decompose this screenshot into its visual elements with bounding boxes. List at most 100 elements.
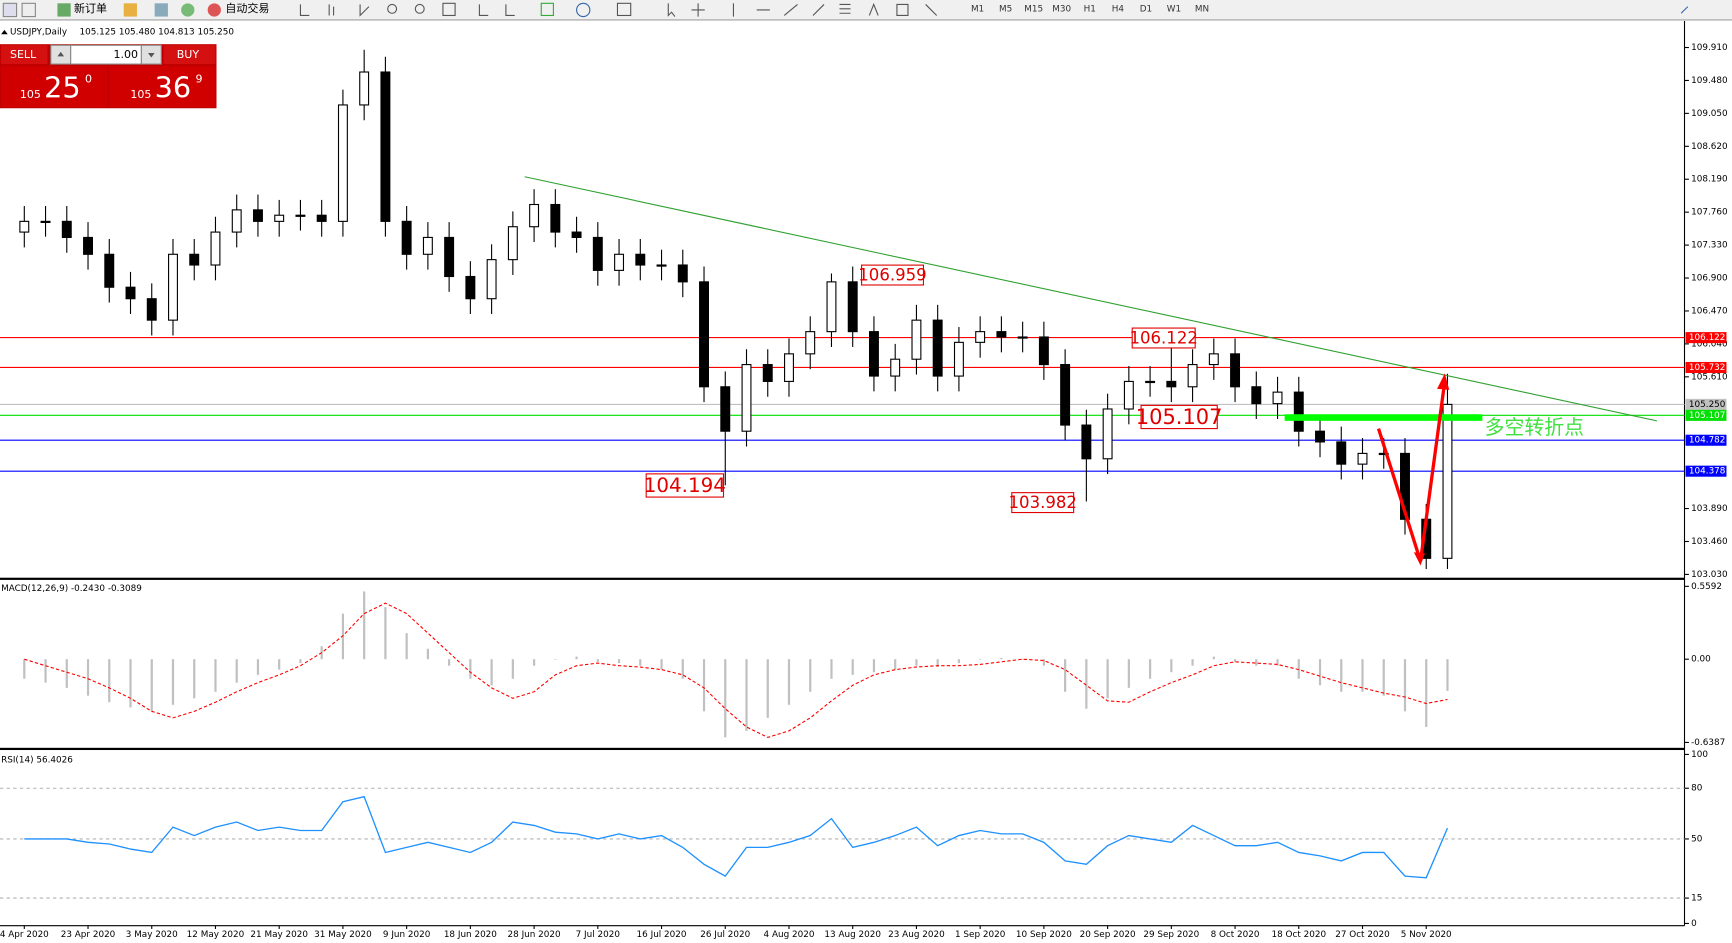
toolbar-icon[interactable] [123, 3, 137, 17]
new-order-icon[interactable] [57, 3, 71, 17]
indicators-icon[interactable] [540, 2, 554, 17]
toolbar-icon[interactable] [21, 2, 36, 18]
chart-type-icons[interactable] [299, 4, 370, 17]
candle-body [784, 353, 794, 382]
sell-button[interactable] [1, 45, 48, 65]
candle-body [975, 331, 986, 343]
ohlc-header: 105.125 105.480 104.813 105.250 [80, 28, 235, 38]
bid-mid: 25 [44, 70, 81, 104]
auto-trading-icon[interactable] [207, 3, 221, 17]
chart-background [0, 20, 1732, 943]
x-tick-label: 5 Nov 2020 [1401, 930, 1452, 940]
candle-body [826, 281, 837, 333]
timeframe-button[interactable]: MN [1195, 4, 1209, 14]
x-tick-label: 23 Aug 2020 [888, 930, 945, 940]
x-tick-label: 3 May 2020 [126, 930, 178, 940]
tile-icon[interactable] [442, 2, 456, 17]
y-tick-label: 80 [1691, 784, 1703, 794]
timeframe-button[interactable]: H4 [1112, 4, 1125, 14]
buy-label[interactable]: BUY [177, 48, 200, 61]
macd-bar [1212, 656, 1215, 660]
timeframe-button[interactable]: W1 [1167, 4, 1181, 14]
timeframe-button[interactable]: D1 [1140, 4, 1152, 14]
timeframe-button[interactable]: H1 [1084, 4, 1096, 14]
candle-body [507, 226, 518, 261]
periods-icon[interactable] [576, 2, 591, 18]
candle-body [83, 236, 93, 255]
level-price-box [1685, 361, 1727, 374]
candle-body [274, 214, 285, 222]
search-icon[interactable] [1680, 6, 1689, 14]
x-tick-label: 4 Apr 2020 [0, 930, 49, 940]
macd-bar [957, 659, 961, 664]
timeframe-bar: M1 M5 M15 M30 H1 H4 D1 W1 MN [971, 4, 1209, 14]
rsi-title: RSI(14) 56.4026 [1, 755, 73, 765]
new-order[interactable]: 新订单 [74, 1, 107, 15]
x-tick-label: 10 Sep 2020 [1016, 930, 1072, 940]
candle-body [252, 209, 263, 222]
scroll-icons[interactable] [478, 4, 515, 17]
macd-bar [23, 659, 26, 679]
timeframe-button[interactable]: M5 [999, 4, 1012, 14]
collapse-icon[interactable] [1, 29, 8, 35]
toolbar-icon[interactable] [154, 3, 168, 17]
bid-pip: 0 [85, 73, 92, 86]
drawing-tools[interactable] [667, 2, 938, 17]
level-price-box [1685, 465, 1727, 477]
buy-button[interactable] [163, 45, 216, 65]
x-tick-label: 12 May 2020 [187, 930, 245, 940]
macd-bar [448, 659, 451, 666]
y-tick-label: 109.480 [1691, 76, 1728, 86]
toolbar-icon[interactable] [181, 3, 195, 17]
candle-body [1357, 452, 1368, 465]
timeframe-button[interactable]: M1 [971, 4, 984, 14]
macd-bar [1042, 659, 1045, 666]
level-price-label: 104.378 [1689, 467, 1726, 477]
zoom-in[interactable] [387, 3, 398, 14]
candle-body [231, 209, 242, 233]
ask-box[interactable] [109, 66, 216, 108]
y-tick-label: 107.760 [1691, 208, 1728, 218]
macd-bar [384, 607, 387, 660]
sell-label[interactable]: SELL [10, 48, 37, 61]
toolbar-icon[interactable] [2, 2, 18, 18]
bid-box[interactable] [1, 66, 108, 108]
macd-bar [1148, 659, 1152, 679]
y-tick-label: 103.890 [1691, 504, 1728, 514]
x-tick-label: 21 May 2020 [250, 930, 308, 940]
candle-body [40, 220, 51, 224]
turning-point-label: 多空转折点 [1485, 416, 1584, 439]
level-price-box [1685, 332, 1727, 344]
arrow-head [1413, 552, 1425, 566]
candle-body [592, 236, 603, 271]
price-note-box [861, 264, 924, 286]
price-note-box [1140, 404, 1218, 430]
templates-icon[interactable] [616, 2, 632, 17]
y-tick-label: 106.040 [1691, 339, 1728, 349]
auto-trading[interactable]: 自动交易 [225, 1, 269, 15]
x-tick-label: 18 Jun 2020 [444, 930, 497, 940]
macd-bar [108, 659, 111, 703]
timeframe-button[interactable]: M30 [1052, 4, 1071, 14]
macd-bar [1318, 659, 1322, 686]
x-tick-label: 29 Sep 2020 [1143, 930, 1199, 940]
candle-body [614, 253, 625, 271]
candle-body [401, 220, 412, 255]
zoom-out[interactable] [414, 3, 425, 14]
y-tick-label: 109.050 [1691, 109, 1728, 119]
macd-bar [1085, 659, 1088, 709]
candle-body [168, 253, 178, 321]
y-tick-label: 50 [1691, 834, 1703, 844]
timeframe-button[interactable]: M15 [1024, 4, 1043, 14]
candle-body [720, 386, 731, 432]
macd-bar [1340, 659, 1343, 692]
panel-separator [0, 577, 1685, 580]
lot-value[interactable]: 1.00 [114, 48, 139, 61]
macd-bar [1403, 659, 1407, 712]
y-tick-label: 108.190 [1691, 175, 1728, 185]
macd-bar [766, 659, 769, 718]
candle-body [550, 203, 561, 233]
x-tick-label: 18 Oct 2020 [1271, 930, 1326, 940]
candle-body [571, 231, 582, 238]
